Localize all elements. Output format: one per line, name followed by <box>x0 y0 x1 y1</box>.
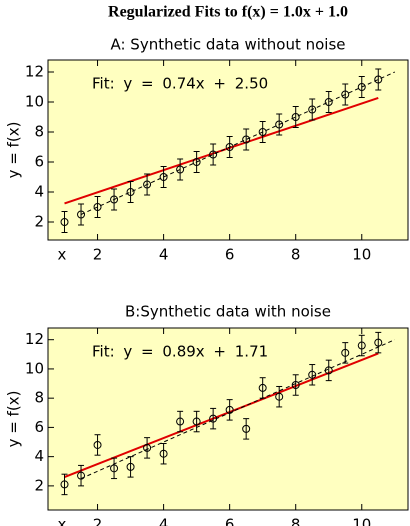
point <box>341 348 350 357</box>
point <box>225 405 234 414</box>
y-axis-label: y = f(x) <box>5 391 23 448</box>
x-tick-label: 8 <box>291 246 301 264</box>
point <box>225 143 234 151</box>
point <box>93 440 102 449</box>
fit-annotation: Fit: y = 0.89x + 1.71 <box>92 343 268 361</box>
y-tick-label: 6 <box>34 153 44 171</box>
y-tick-label: 6 <box>34 418 44 436</box>
point <box>341 90 350 99</box>
point <box>159 449 168 458</box>
y-tick-label: 10 <box>25 359 44 377</box>
point <box>308 105 317 114</box>
point <box>143 443 152 452</box>
point <box>176 417 185 426</box>
point <box>60 480 69 489</box>
y-tick-label: 2 <box>34 476 44 494</box>
y-tick-label: 2 <box>34 213 44 231</box>
panel-title: B:Synthetic data with noise <box>125 303 331 321</box>
y-tick-label: 4 <box>34 447 44 465</box>
point <box>126 462 135 471</box>
point <box>60 218 69 226</box>
point <box>324 366 333 375</box>
y-tick-label: 4 <box>34 183 44 201</box>
x-axis-label: x <box>58 516 67 526</box>
point <box>324 98 333 106</box>
point <box>374 338 383 347</box>
point <box>192 417 201 426</box>
point <box>357 83 366 91</box>
x-tick-label: 2 <box>93 516 103 526</box>
x-tick-label: 8 <box>291 516 301 526</box>
x-axis-label: x <box>58 246 67 264</box>
point <box>374 75 383 84</box>
y-tick-label: 12 <box>25 330 44 348</box>
reference-line <box>80 339 395 480</box>
point <box>159 173 168 181</box>
y-axis-label: y = f(x) <box>5 122 23 179</box>
chart-title: Regularized Fits to f(x) = 1.0x + 1.0 <box>108 4 348 21</box>
y-tick-label: 8 <box>34 123 44 141</box>
point <box>110 464 119 473</box>
point <box>77 471 86 480</box>
x-tick-label: 2 <box>93 246 103 264</box>
fit-annotation: Fit: y = 0.74x + 2.50 <box>92 75 268 93</box>
plot-area <box>47 327 409 511</box>
fit-line <box>64 352 379 479</box>
point <box>209 414 218 423</box>
point <box>77 210 86 219</box>
point <box>308 370 317 379</box>
x-tick-label: 10 <box>352 516 371 526</box>
point <box>242 424 251 433</box>
point <box>93 203 102 211</box>
point <box>291 113 300 121</box>
point <box>291 381 300 390</box>
point <box>258 128 267 136</box>
y-tick-label: 8 <box>34 389 44 407</box>
y-tick-label: 10 <box>25 93 44 111</box>
reference-line <box>80 71 395 215</box>
point <box>143 180 152 189</box>
point <box>209 150 218 159</box>
point <box>357 341 366 350</box>
x-tick-label: 10 <box>352 246 371 264</box>
point <box>192 158 201 166</box>
point <box>110 195 119 204</box>
point <box>126 188 135 196</box>
x-tick-label: 4 <box>159 516 169 526</box>
point <box>176 165 185 174</box>
x-tick-label: 6 <box>225 246 235 264</box>
x-tick-label: 6 <box>225 516 235 526</box>
point <box>275 392 284 401</box>
x-tick-label: 4 <box>159 246 169 264</box>
point <box>258 383 267 392</box>
point <box>242 135 251 144</box>
point <box>275 120 284 129</box>
y-tick-label: 12 <box>25 63 44 81</box>
panel-title: A: Synthetic data without noise <box>110 36 345 54</box>
